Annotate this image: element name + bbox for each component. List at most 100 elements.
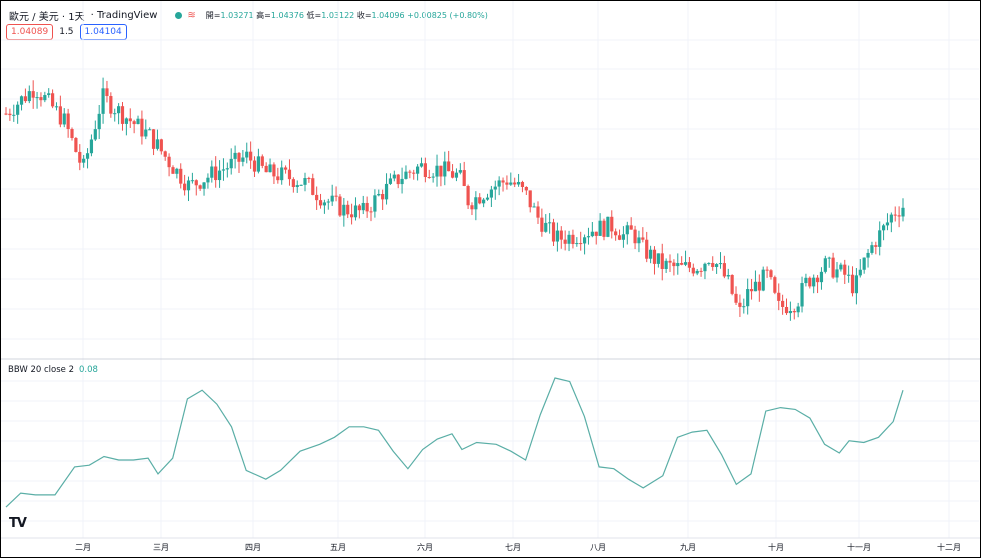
x-tick-label: 四月	[245, 543, 261, 552]
candle-body	[676, 263, 680, 267]
candle-body	[835, 269, 839, 278]
candle-body	[683, 262, 688, 265]
candle-body	[555, 230, 560, 242]
candle-body	[450, 171, 455, 178]
candle-body	[788, 311, 792, 314]
candle-body	[447, 161, 451, 172]
candle-body	[31, 91, 35, 98]
candle-body	[753, 281, 758, 292]
candle-body	[540, 217, 544, 232]
candle-body	[722, 263, 726, 277]
candle-body	[151, 129, 156, 149]
candle-body	[815, 277, 820, 283]
candle-body	[796, 306, 800, 313]
candle-body	[4, 113, 8, 115]
candle-body	[27, 91, 31, 102]
spread-value: 1.5	[59, 27, 74, 37]
candle-body	[804, 277, 808, 284]
candle-body	[159, 139, 163, 152]
indicator-legend[interactable]: BBW 20 close 2 0.08	[8, 365, 98, 375]
candle-body	[738, 302, 742, 307]
candle-body	[435, 165, 439, 177]
candle-body	[769, 270, 773, 278]
candle-body	[586, 236, 591, 238]
candle-body	[124, 118, 128, 124]
candle-body	[850, 274, 855, 294]
x-tick-label: 二月	[75, 543, 91, 552]
candle-body	[637, 237, 641, 244]
candle-body	[606, 216, 610, 237]
candle-body	[412, 172, 416, 174]
candle-body	[610, 216, 614, 232]
candle-body	[229, 158, 233, 169]
candle-body	[878, 230, 882, 247]
x-tick-label: 五月	[330, 543, 346, 552]
high-value: 1.04376	[270, 10, 304, 20]
candle-body	[303, 178, 307, 185]
candle-body	[276, 176, 280, 181]
x-tick-label: 六月	[417, 542, 433, 552]
candle-body	[39, 97, 43, 101]
x-tick-label: 十一月	[847, 542, 871, 552]
candle-body	[777, 292, 781, 301]
candle-body	[54, 106, 59, 108]
x-tick-label: 十月	[768, 542, 784, 552]
candle-body	[167, 156, 171, 168]
x-tick-label: 八月	[590, 543, 606, 552]
candle-body	[35, 97, 39, 99]
candle-body	[645, 239, 649, 259]
candle-body	[307, 178, 311, 180]
candle-body	[357, 205, 361, 211]
candle-body	[812, 277, 816, 287]
candle-body	[862, 257, 866, 270]
candle-body	[501, 180, 505, 183]
low-label: 低=	[306, 10, 322, 20]
candle-body	[365, 202, 369, 212]
wave-icon: ≋	[187, 9, 196, 21]
candle-body	[823, 258, 827, 272]
candle-body	[485, 197, 490, 200]
candle-body	[245, 151, 249, 158]
candle-body	[12, 114, 16, 116]
candle-body	[369, 211, 373, 213]
candle-body	[827, 257, 831, 259]
candle-body	[513, 182, 517, 185]
candle-body	[734, 293, 738, 303]
candle-body	[423, 163, 427, 178]
candle-body	[206, 177, 210, 183]
candle-body	[773, 277, 777, 293]
candle-body	[252, 160, 257, 172]
candle-body	[509, 182, 513, 185]
candle-body	[761, 269, 765, 291]
candle-body	[419, 163, 424, 167]
candle-body	[175, 168, 179, 174]
candle-body	[342, 204, 346, 216]
candle-body	[171, 167, 175, 174]
x-tick-label: 三月	[153, 543, 169, 552]
candle-body	[249, 151, 253, 161]
candle-body	[427, 177, 431, 179]
candle-body	[268, 164, 272, 173]
candle-body	[349, 214, 354, 218]
candle-body	[454, 172, 459, 178]
candle-body	[381, 193, 385, 200]
candle-body	[241, 157, 245, 162]
candle-body	[819, 271, 824, 283]
candle-body	[563, 239, 567, 244]
candle-body	[388, 178, 393, 184]
candle-body	[353, 205, 358, 218]
candle-body	[431, 176, 435, 178]
candle-body	[668, 260, 672, 263]
symbol-title[interactable]: 歐元 / 美元 · 1天	[9, 11, 85, 23]
candle-body	[283, 167, 288, 170]
tradingview-logo[interactable]: TV	[9, 516, 27, 531]
candle-body	[82, 158, 86, 163]
candle-body	[575, 243, 579, 245]
candle-body	[602, 220, 606, 237]
candle-body	[198, 185, 202, 189]
candle-body	[474, 197, 478, 210]
candle-body	[462, 170, 466, 186]
candle-body	[264, 165, 268, 173]
